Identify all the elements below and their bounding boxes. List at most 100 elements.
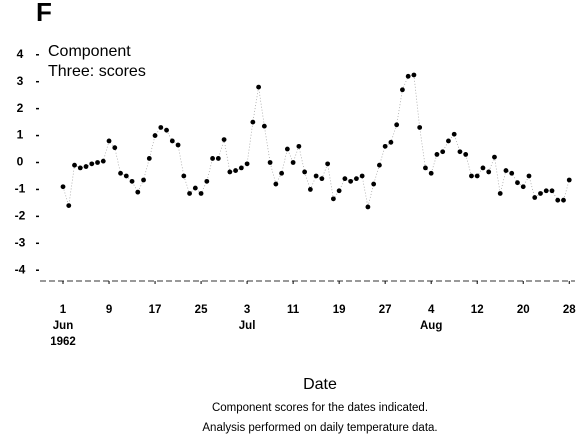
point: [538, 191, 543, 196]
point: [83, 164, 89, 169]
x-tick-label: 28: [563, 304, 576, 316]
x-tick-label: 1962: [50, 336, 76, 348]
point: [526, 173, 532, 179]
x-tick-label: 11: [287, 304, 300, 316]
point: [100, 158, 106, 164]
point: [210, 156, 215, 161]
point: [123, 173, 129, 179]
point: [509, 170, 515, 176]
connector-line: [62, 74, 570, 208]
point: [244, 161, 250, 167]
chart-title: Three: scores: [48, 63, 146, 80]
point: [463, 152, 469, 157]
point: [330, 196, 336, 202]
point: [307, 187, 313, 192]
point: [198, 191, 204, 196]
point: [284, 146, 290, 152]
point: [175, 142, 181, 148]
point: [492, 154, 497, 160]
x-tick-label: 17: [149, 304, 162, 316]
y-tick-label: 0: [17, 155, 24, 169]
point: [250, 119, 256, 125]
y-tick-label: -2: [15, 209, 26, 223]
x-tick-label: 3: [244, 304, 250, 316]
point: [411, 72, 417, 78]
point: [146, 156, 152, 161]
point: [417, 125, 423, 130]
point: [204, 178, 210, 184]
y-tick-label: -4: [15, 262, 26, 276]
point: [566, 177, 572, 183]
x-tick-label: 1: [60, 304, 67, 316]
point: [469, 173, 474, 179]
point: [434, 152, 440, 157]
point: [400, 87, 405, 93]
x-tick-label: 4: [428, 304, 435, 316]
point: [446, 138, 451, 144]
point: [353, 176, 359, 182]
point: [319, 176, 325, 182]
point: [187, 191, 192, 196]
x-axis-label: Date: [303, 376, 337, 393]
point: [457, 149, 463, 155]
point: [348, 178, 354, 184]
y-tick-label: 3: [17, 74, 24, 88]
x-tick-label: 19: [333, 304, 346, 316]
point: [497, 191, 503, 196]
x-tick-label: Aug: [420, 320, 442, 332]
point: [480, 165, 486, 171]
point: [313, 173, 319, 179]
point: [141, 177, 146, 183]
point: [515, 180, 520, 186]
point: [129, 178, 135, 184]
chart-title: Component: [48, 43, 131, 60]
point: [233, 168, 238, 173]
point: [302, 169, 308, 175]
caption: Component scores for the dates indicated…: [212, 402, 428, 414]
point: [118, 170, 123, 176]
point: [135, 189, 141, 195]
x-tick-label: 9: [106, 304, 112, 316]
caption: Analysis performed on daily temperature …: [202, 422, 437, 434]
point: [72, 162, 77, 168]
point: [503, 168, 509, 173]
point: [377, 162, 382, 168]
point: [336, 188, 342, 194]
y-tick-label: -3: [15, 235, 26, 249]
x-tick-label: 12: [471, 304, 484, 316]
point: [215, 156, 221, 161]
point: [532, 195, 538, 200]
point: [164, 127, 169, 133]
point: [520, 184, 526, 190]
y-tick-label: 1: [17, 128, 24, 142]
point: [561, 197, 566, 203]
y-tick-label: 2: [17, 101, 24, 115]
y-tick-label: -1: [15, 182, 26, 196]
point: [152, 133, 158, 138]
point: [181, 173, 187, 179]
point: [60, 184, 66, 190]
point: [296, 143, 302, 149]
point: [95, 160, 100, 165]
point: [89, 161, 95, 167]
point: [394, 122, 400, 128]
x-tick-label: 20: [517, 304, 530, 316]
point: [238, 165, 244, 171]
point: [342, 176, 348, 182]
point: [77, 165, 83, 171]
point: [365, 204, 371, 210]
x-tick-label: 25: [195, 304, 208, 316]
point: [158, 125, 164, 130]
point: [290, 160, 296, 165]
y-tick-label: 4: [17, 47, 24, 61]
point: [405, 73, 411, 79]
point: [256, 84, 262, 90]
x-tick-label: Jun: [53, 320, 73, 332]
point: [169, 138, 175, 144]
point: [382, 143, 388, 149]
panel-label: F: [36, 0, 52, 27]
x-tick-label: 27: [379, 304, 392, 316]
point: [486, 169, 492, 175]
